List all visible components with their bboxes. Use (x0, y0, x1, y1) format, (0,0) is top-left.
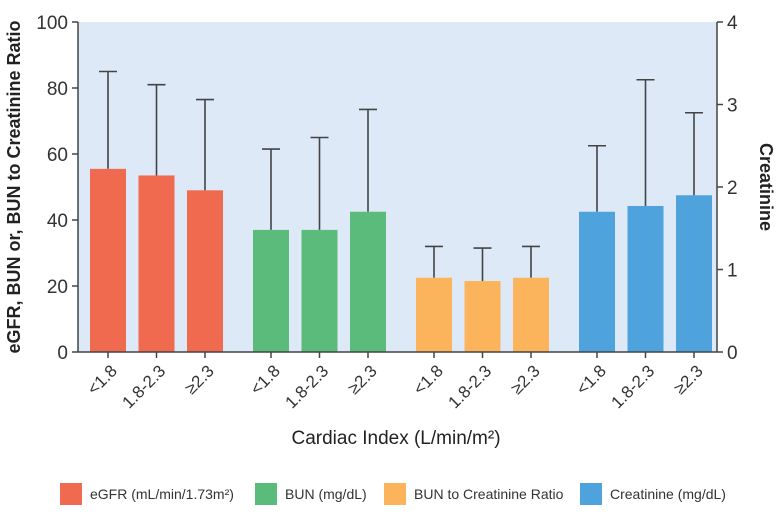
legend-label: BUN (mg/dL) (285, 486, 367, 502)
right-tick-label: 2 (727, 178, 738, 199)
right-tick-label: 1 (727, 261, 738, 282)
right-tick-label: 3 (727, 96, 738, 117)
bar (350, 211, 386, 352)
category-label: 1.8-2.3 (444, 361, 495, 412)
category-labels: <1.81.8-2.3 ≥2.3 <1.81.8-2.3 ≥2.3 <1.81.8-2.… (84, 352, 707, 412)
error-bars (99, 70, 703, 282)
y-axis-title-right: Creatinine (756, 143, 776, 231)
bar (579, 211, 615, 352)
bar (187, 190, 223, 352)
bar (253, 229, 289, 352)
right-axis-ticks: 0 1 2 3 4 (717, 13, 738, 364)
bar (464, 281, 501, 352)
bar (138, 175, 175, 352)
bar (90, 168, 126, 352)
category-label: <1.8 (247, 361, 284, 398)
category-label: <1.8 (410, 361, 447, 398)
legend-label: eGFR (mL/min/1.73m²) (90, 486, 234, 502)
legend: eGFR (mL/min/1.73m²) BUN (mg/dL) BUN to Cr… (60, 483, 726, 505)
left-tick-label: 40 (47, 211, 68, 232)
x-axis-title: Cardiac Index (L/min/m²) (291, 428, 500, 449)
category-label: ≥2.3 (670, 361, 707, 398)
y-axis-title-left: eGFR, BUN or, BUN to Creatinine Ratio (4, 20, 24, 353)
legend-label: BUN to Creatinine Ratio (414, 486, 564, 502)
left-tick-label: 100 (36, 13, 68, 34)
bar (627, 205, 664, 352)
category-label: <1.8 (573, 361, 610, 398)
category-label: ≥2.3 (507, 361, 544, 398)
bar (676, 195, 712, 352)
category-label: ≥2.3 (181, 361, 218, 398)
category-label: 1.8-2.3 (281, 361, 332, 412)
category-label: <1.8 (84, 361, 121, 398)
legend-label: Creatinine (mg/dL) (610, 486, 726, 502)
bars (90, 168, 712, 352)
right-tick-label: 4 (727, 13, 738, 34)
left-tick-label: 20 (47, 277, 68, 298)
bar (416, 277, 452, 352)
legend-swatch (580, 483, 602, 505)
left-tick-label: 60 (47, 145, 68, 166)
category-label: 1.8-2.3 (607, 361, 658, 412)
category-label: ≥2.3 (344, 361, 381, 398)
left-tick-label: 80 (47, 79, 68, 100)
right-tick-label: 0 (727, 343, 738, 364)
left-tick-label: 0 (57, 343, 68, 364)
bar (301, 229, 338, 352)
legend-swatch (255, 483, 277, 505)
legend-swatch (60, 483, 82, 505)
bar (513, 277, 549, 352)
legend-swatch (384, 483, 406, 505)
category-label: 1.8-2.3 (118, 361, 169, 412)
left-axis-ticks: 0 20 40 60 80 100 (36, 13, 78, 364)
